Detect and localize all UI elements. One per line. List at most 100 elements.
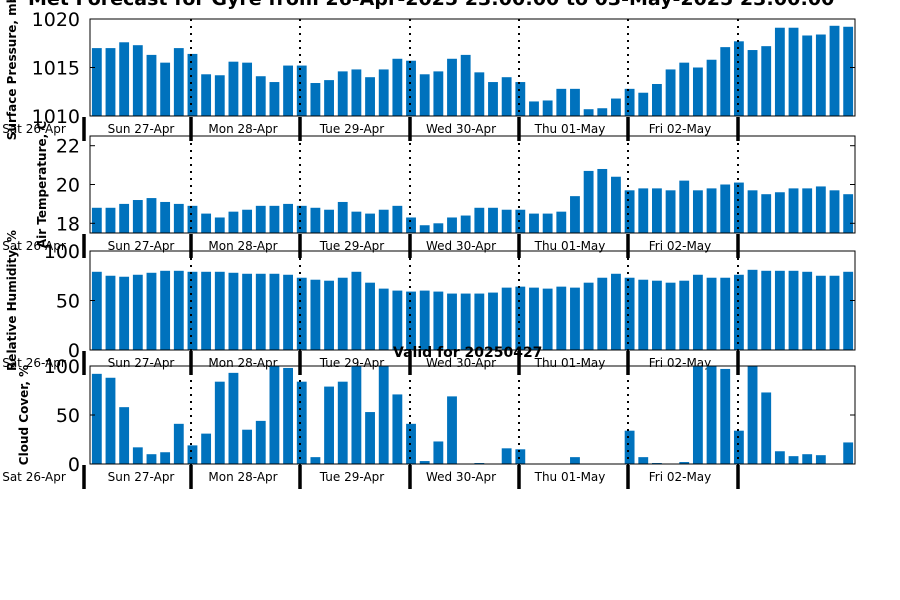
- bar: [515, 286, 526, 350]
- bar: [419, 225, 430, 233]
- bar: [488, 292, 498, 350]
- bar: [91, 207, 102, 233]
- bar: [679, 62, 690, 116]
- bar: [160, 62, 171, 116]
- bar: [324, 280, 334, 350]
- bar: [91, 48, 102, 116]
- day-label: Thu 01-May: [534, 122, 606, 136]
- y-axis-label: Relative Humidity, %: [5, 230, 19, 371]
- bar: [788, 27, 799, 117]
- bar: [692, 190, 703, 233]
- bar: [378, 366, 389, 464]
- bar: [611, 273, 621, 350]
- y-tick-label: 0: [68, 454, 80, 476]
- bar: [474, 72, 485, 116]
- bar: [843, 271, 854, 350]
- bar: [392, 205, 403, 233]
- y-axis-label: Cloud Cover, %: [17, 365, 31, 465]
- bar: [406, 291, 416, 350]
- bar: [173, 423, 184, 464]
- bar: [447, 58, 457, 116]
- bar: [624, 190, 635, 233]
- bar: [228, 61, 239, 116]
- day-label: Wed 30-Apr: [426, 239, 496, 253]
- bar: [433, 291, 444, 350]
- bar: [597, 168, 608, 233]
- bar: [283, 65, 293, 116]
- bar: [105, 275, 116, 350]
- bar: [570, 88, 580, 116]
- bar: [392, 394, 403, 464]
- bar: [720, 277, 731, 350]
- bar: [529, 213, 539, 233]
- bar: [406, 217, 416, 233]
- day-label: Wed 30-Apr: [426, 122, 496, 136]
- bar: [228, 211, 239, 233]
- bar: [815, 275, 826, 350]
- bar: [624, 277, 635, 350]
- bar: [720, 47, 731, 116]
- bar: [119, 276, 130, 350]
- bar: [419, 290, 430, 350]
- bar: [365, 77, 375, 116]
- bar: [296, 65, 307, 116]
- bar: [542, 213, 553, 233]
- bar: [365, 282, 375, 350]
- day-label: Sat 26-Apr: [2, 122, 66, 136]
- bar: [201, 74, 212, 116]
- bar: [310, 207, 321, 233]
- bar: [720, 184, 731, 233]
- bar: [433, 71, 444, 116]
- bar: [556, 286, 567, 350]
- bar: [324, 80, 334, 116]
- bar: [160, 270, 171, 350]
- bar: [119, 203, 130, 233]
- bar: [146, 272, 157, 350]
- bar: [829, 25, 840, 116]
- day-label: Wed 30-Apr: [426, 470, 496, 484]
- bar: [269, 273, 280, 350]
- bar: [447, 217, 457, 233]
- bar: [187, 205, 198, 233]
- bar: [132, 447, 143, 464]
- bar: [255, 76, 266, 116]
- bar: [774, 451, 785, 464]
- bar: [761, 46, 772, 116]
- bar: [556, 211, 567, 233]
- bar: [570, 196, 580, 233]
- bar: [296, 381, 307, 464]
- y-tick-label: 100: [44, 241, 80, 263]
- bar: [324, 386, 334, 464]
- y-tick-label: 0: [68, 340, 80, 362]
- bar: [802, 271, 813, 350]
- bar: [406, 423, 416, 464]
- day-label: Sat 26-Apr: [2, 470, 66, 484]
- bar: [351, 69, 362, 116]
- bar: [310, 279, 321, 350]
- y-tick-label: 100: [44, 356, 80, 378]
- y-tick-label: 1010: [32, 106, 80, 128]
- bar: [788, 456, 799, 464]
- bar: [91, 373, 102, 464]
- bar: [160, 452, 171, 464]
- bar: [283, 367, 293, 464]
- bar: [570, 287, 580, 350]
- bar: [351, 211, 362, 233]
- bar: [815, 455, 826, 464]
- day-label: Thu 01-May: [534, 356, 606, 370]
- bar: [542, 100, 553, 116]
- bar: [474, 207, 485, 233]
- bar: [720, 368, 731, 464]
- day-label: Sun 27-Apr: [108, 122, 175, 136]
- bar: [351, 271, 362, 350]
- bar: [706, 59, 717, 116]
- bar: [378, 209, 389, 233]
- bar: [255, 273, 266, 350]
- bar: [583, 170, 594, 233]
- bar: [337, 277, 348, 350]
- bar: [214, 271, 225, 350]
- bar: [706, 188, 717, 233]
- bar: [692, 67, 703, 116]
- bar: [269, 366, 280, 464]
- bar: [761, 392, 772, 464]
